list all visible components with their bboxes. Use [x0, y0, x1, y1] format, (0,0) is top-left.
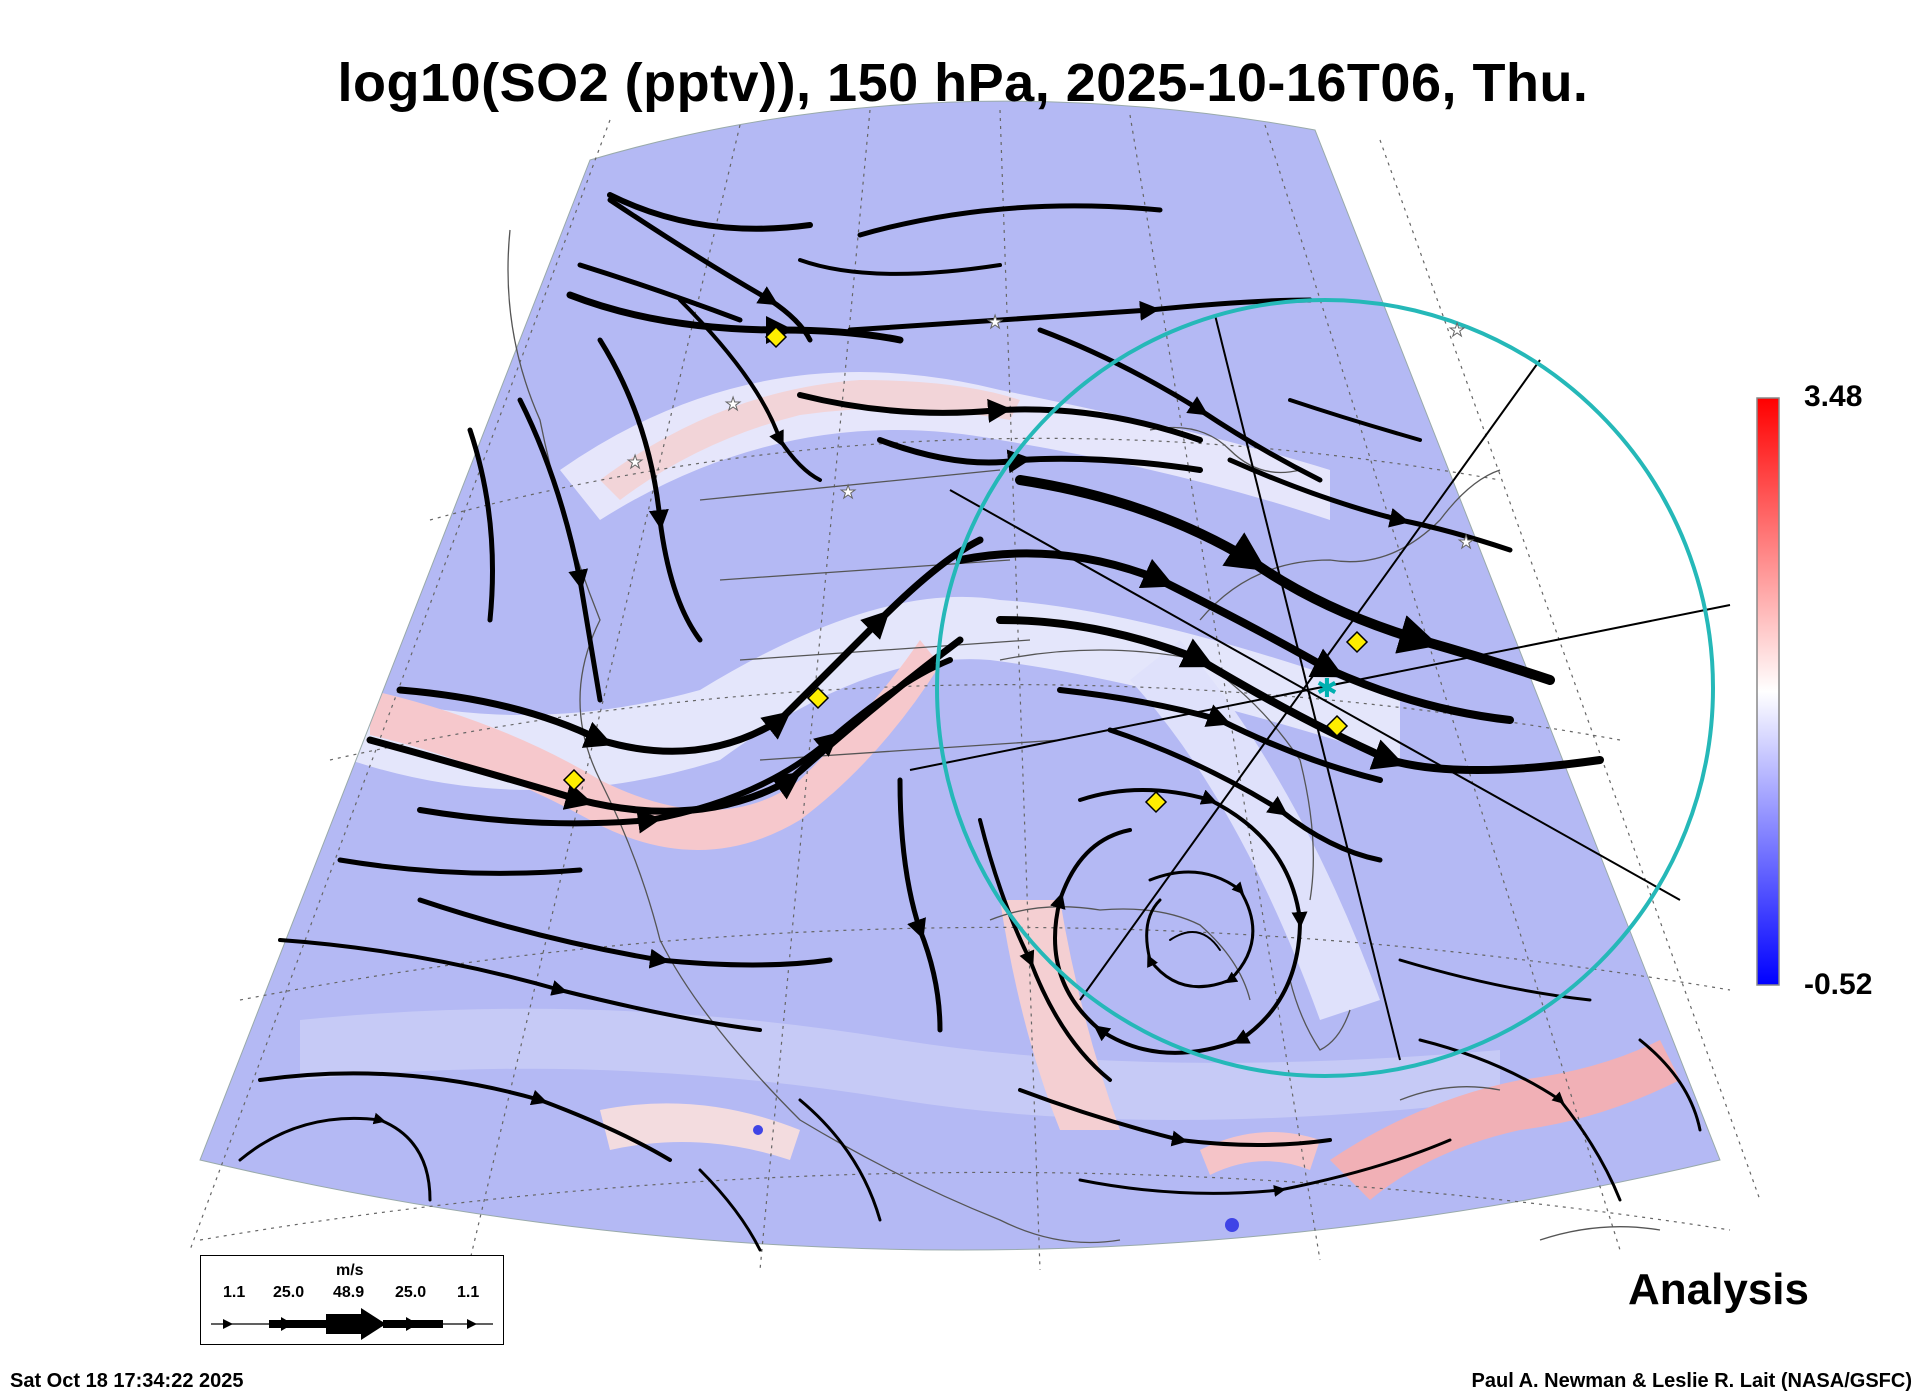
- diamond-icon: [1144, 790, 1168, 814]
- wind-legend-unit: m/s: [336, 1262, 364, 1279]
- diamond-markers: [562, 325, 1369, 814]
- diamond-icon: [764, 325, 788, 349]
- diamond-icon: [806, 686, 830, 710]
- wind-legend-arrows: [211, 1308, 493, 1340]
- star-icon: ★: [1449, 320, 1465, 341]
- wind-legend-value: 1.1: [457, 1284, 480, 1301]
- wind-legend-value: 1.1: [223, 1284, 246, 1301]
- wind-legend: m/s 1.1 25.0 48.9 25.0 1.1: [200, 1255, 504, 1345]
- star-icon: ★: [725, 394, 741, 415]
- range-circle: [935, 298, 1715, 1078]
- star-icon: ★: [987, 312, 1003, 333]
- panel-label: Analysis: [1628, 1265, 1809, 1314]
- star-icon: ★: [1458, 532, 1474, 553]
- credit-line: Paul A. Newman & Leslie R. Lait (NASA/GS…: [1471, 1370, 1912, 1392]
- wind-legend-value: 25.0: [395, 1284, 427, 1301]
- star-icon: ★: [840, 482, 856, 503]
- diamond-icon: [1325, 714, 1349, 738]
- star-icon: ★: [627, 452, 643, 473]
- center-star-icon: ✱: [1316, 674, 1338, 704]
- map-title: log10(SO2 (pptv)), 150 hPa, 2025-10-16T0…: [337, 53, 1589, 113]
- trajectory-lines: [909, 314, 1731, 1061]
- diamond-icon: [1345, 630, 1369, 654]
- colorbar-min-label: -0.52: [1804, 968, 1873, 1001]
- colorbar-max-label: 3.48: [1804, 380, 1863, 413]
- wind-legend-value: 48.9: [333, 1284, 365, 1301]
- colorbar: [1756, 397, 1780, 986]
- star-markers: ★ ★ ★ ★ ★ ★: [627, 312, 1475, 554]
- timestamp: Sat Oct 18 17:34:22 2025: [10, 1370, 244, 1392]
- wind-legend-value: 25.0: [273, 1284, 305, 1301]
- diamond-icon: [562, 768, 586, 792]
